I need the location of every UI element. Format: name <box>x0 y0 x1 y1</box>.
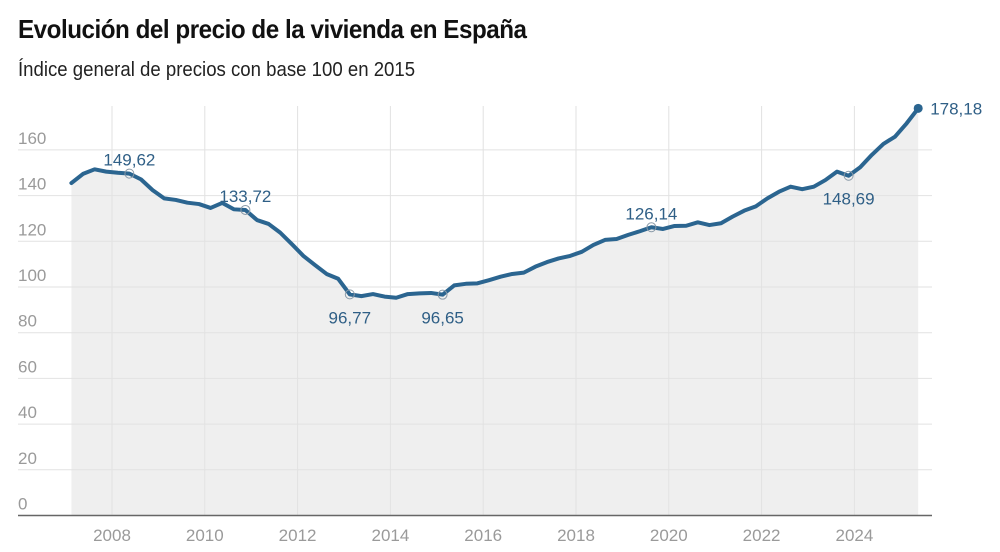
data-label: 126,14 <box>625 204 677 223</box>
point-marker <box>646 222 657 233</box>
x-tick-label: 2022 <box>743 526 781 545</box>
point-marker <box>124 168 135 179</box>
y-tick-label: 160 <box>18 129 46 148</box>
y-tick-label: 120 <box>18 220 46 239</box>
data-label: 149,62 <box>103 151 155 170</box>
x-tick-label: 2008 <box>93 526 131 545</box>
y-tick-label: 40 <box>18 403 37 422</box>
data-label: 148,69 <box>823 190 875 209</box>
x-tick-label: 2012 <box>279 526 317 545</box>
point-marker <box>344 289 355 300</box>
data-label: 133,72 <box>219 187 271 206</box>
chart-title: Evolución del precio de la vivienda en E… <box>18 14 527 44</box>
x-tick-label: 2018 <box>557 526 595 545</box>
point-marker <box>240 204 251 215</box>
x-tick-label: 2014 <box>371 526 409 545</box>
area-fill <box>71 108 919 516</box>
y-tick-label: 80 <box>18 312 37 331</box>
data-label: 96,77 <box>329 308 372 327</box>
end-point-marker <box>913 103 923 113</box>
series-line <box>69 106 921 300</box>
chart-subtitle: Índice general de precios con base 100 e… <box>18 59 416 81</box>
y-tick-label: 60 <box>18 357 37 376</box>
y-tick-label: 100 <box>18 266 46 285</box>
y-tick-label: 0 <box>18 495 27 514</box>
x-tick-label: 2020 <box>650 526 688 545</box>
x-tick-label: 2016 <box>464 526 502 545</box>
point-marker <box>437 289 448 300</box>
x-tick-label: 2024 <box>835 526 873 545</box>
point-marker <box>843 170 854 181</box>
x-tick-label: 2010 <box>186 526 224 545</box>
data-label: 178,18 <box>930 99 982 118</box>
data-label: 96,65 <box>421 309 464 328</box>
y-tick-label: 20 <box>18 449 37 468</box>
y-tick-label: 140 <box>18 175 46 194</box>
